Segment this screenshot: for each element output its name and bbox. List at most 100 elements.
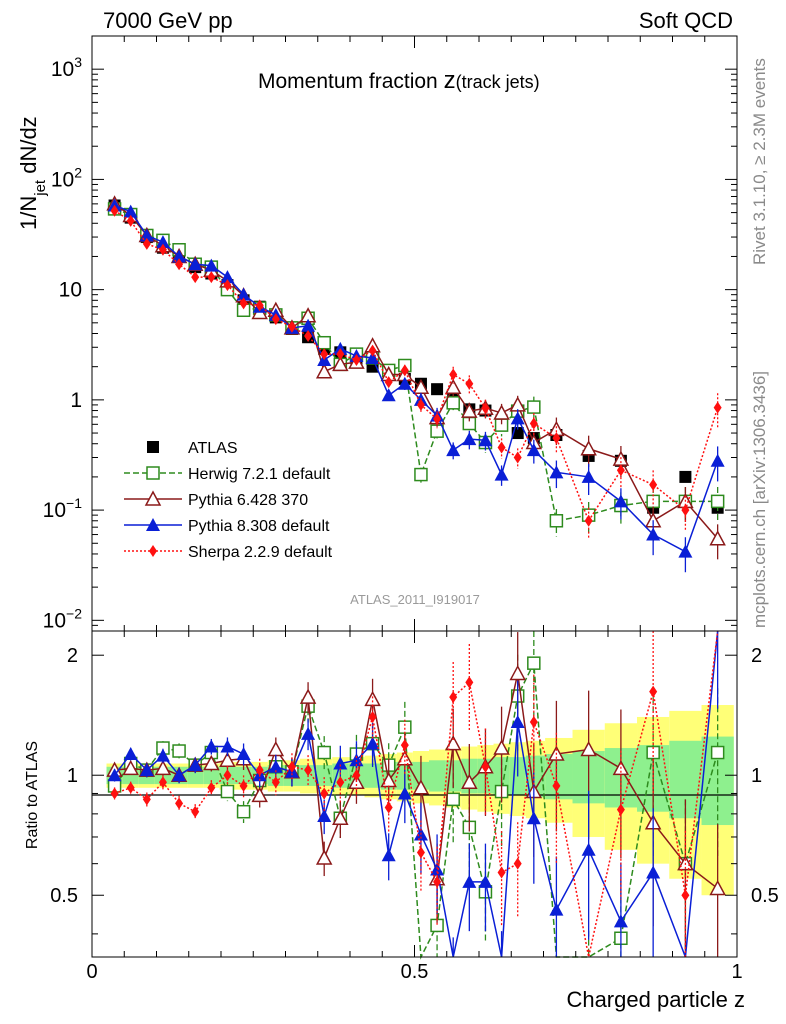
main-series-line-pythia-6-428-370	[114, 203, 719, 540]
main-point-sherpa-2-2-9-default	[400, 364, 409, 377]
main-point-sherpa-2-2-9-default	[416, 398, 425, 411]
ratio-point-sherpa-2-2-9-default	[400, 739, 409, 752]
ratio-point-pythia-8-308-default	[646, 865, 661, 879]
header-left: 7000 GeV pp	[103, 8, 233, 33]
main-point-sherpa-2-2-9-default	[513, 451, 522, 464]
legend-marker-sherpa-2-2-9-default	[149, 545, 157, 557]
ratio-point-sherpa-2-2-9-default	[552, 779, 561, 792]
ratio-point-sherpa-2-2-9-default	[175, 797, 184, 810]
ratio-point-sherpa-2-2-9-default	[320, 787, 329, 800]
legend: ATLAS Herwig 7.2.1 default Pythia 6.428 37…	[124, 440, 333, 561]
ratio-band-inner	[203, 766, 220, 785]
main-point-sherpa-2-2-9-default	[175, 258, 184, 271]
ratio-point-pythia-8-308-default	[107, 768, 122, 782]
main-point-sherpa-2-2-9-default	[142, 237, 151, 250]
ratio-point-pythia-6-428-370	[154, 759, 172, 776]
main-point-herwig-7-2-1-default	[317, 335, 331, 350]
side-label: Rivet 3.1.10, ≥ 2.3M events mcplots.cern…	[750, 58, 769, 628]
header-right: Soft QCD	[639, 8, 733, 33]
main-point-sherpa-2-2-9-default	[336, 348, 345, 361]
ratio-point-sherpa-2-2-9-default	[416, 846, 425, 859]
ratio-point-pythia-8-308-default	[478, 874, 493, 888]
main-y-tick-exponent: 2	[74, 164, 82, 180]
ratio-point-pythia-6-428-370	[299, 688, 317, 704]
main-point-sherpa-2-2-9-default	[110, 204, 119, 217]
ratio-point-sherpa-2-2-9-default	[497, 866, 506, 879]
main-point-pythia-6-428-370	[580, 440, 597, 456]
ratio-point-pythia-8-308-default	[581, 842, 596, 856]
ratio-point-sherpa-2-2-9-default	[681, 889, 690, 902]
ratio-point-sherpa-2-2-9-default	[384, 801, 393, 814]
main-point-pythia-8-308-default	[446, 443, 461, 457]
ratio-point-herwig-7-2-1-default	[220, 784, 235, 799]
main-point-pythia-6-428-370	[461, 402, 478, 418]
ratio-point-pythia-8-308-default	[397, 786, 412, 800]
ratio-point-sherpa-2-2-9-default	[352, 769, 361, 782]
ratio-point-pythia-8-308-default	[430, 862, 445, 876]
ratio-point-herwig-7-2-1-default	[710, 745, 725, 760]
main-point-sherpa-2-2-9-default	[352, 353, 361, 366]
main-point-pythia-8-308-default	[155, 235, 170, 249]
ratio-point-pythia-6-428-370	[364, 690, 381, 707]
main-point-pythia-8-308-default	[172, 249, 187, 263]
main-point-sherpa-2-2-9-default	[449, 368, 458, 381]
ratio-point-herwig-7-2-1-default	[527, 656, 541, 670]
analysis-id: ATLAS_2011_I919017	[350, 592, 480, 607]
main-point-pythia-8-308-default	[613, 494, 628, 508]
legend-label-sherpa-2-2-9-default: Sherpa 2.2.9 default	[188, 544, 333, 561]
main-point-pythia-6-428-370	[444, 378, 462, 395]
main-point-herwig-7-2-1-default	[430, 424, 444, 438]
main-point-pythia-8-308-default	[462, 432, 477, 446]
main-point-pythia-6-428-370	[709, 530, 726, 546]
legend-marker-atlas	[147, 441, 159, 453]
ratio-band-inner	[429, 760, 446, 792]
ratio-point-sherpa-2-2-9-default	[449, 691, 458, 704]
ratio-point-sherpa-2-2-9-default	[223, 769, 232, 782]
legend-marker-pythia-6-428-370	[144, 490, 162, 506]
ratio-point-pythia-6-428-370	[267, 740, 285, 757]
main-point-herwig-7-2-1-default	[646, 494, 660, 509]
ratio-y-tick-label-right: 0.5	[751, 885, 779, 907]
main-point-sherpa-2-2-9-default	[207, 271, 216, 284]
main-y-tick-exponent: −1	[66, 495, 82, 511]
main-point-pythia-8-308-default	[581, 469, 596, 483]
main-point-pythia-8-308-default	[204, 258, 219, 272]
ratio-point-sherpa-2-2-9-default	[191, 805, 200, 818]
main-point-sherpa-2-2-9-default	[126, 214, 135, 227]
ratio-y-tick-label-right: 1	[751, 765, 762, 787]
main-point-sherpa-2-2-9-default	[158, 243, 167, 256]
main-panel-frame	[91, 35, 738, 632]
ratio-point-sherpa-2-2-9-default	[616, 803, 625, 816]
main-y-tick-exponent: 3	[74, 54, 82, 70]
ratio-point-herwig-7-2-1-default	[172, 744, 186, 758]
main-point-pythia-6-428-370	[332, 355, 349, 372]
x-tick-labels: 0 0.5 1	[86, 961, 742, 983]
main-point-pythia-8-308-default	[188, 257, 203, 271]
legend-label-herwig-7-2-1-default: Herwig 7.2.1 default	[188, 466, 331, 483]
main-x-ticks	[91, 36, 738, 631]
ratio-point-pythia-8-308-default	[172, 768, 187, 782]
main-y-tick-label: 1	[70, 389, 82, 412]
ratio-point-pythia-8-308-default	[365, 736, 380, 750]
main-point-sherpa-2-2-9-default	[191, 271, 200, 284]
main-point-sherpa-2-2-9-default	[529, 417, 538, 430]
main-point-herwig-7-2-1-default	[549, 514, 564, 528]
ratio-point-pythia-6-428-370	[493, 739, 510, 755]
main-point-pythia-8-308-default	[478, 433, 493, 447]
side-label-rivet: Rivet 3.1.10, ≥ 2.3M events	[750, 58, 769, 265]
x-tick-label: 0	[86, 961, 97, 983]
main-point-sherpa-2-2-9-default	[465, 377, 474, 390]
main-point-sherpa-2-2-9-default	[368, 344, 377, 357]
main-point-pythia-8-308-default	[381, 388, 396, 402]
ratio-point-pythia-8-308-default	[139, 763, 154, 777]
main-y-axis-label: 1/Njet dN/dz	[16, 116, 49, 230]
main-point-sherpa-2-2-9-default	[223, 279, 232, 292]
ratio-point-sherpa-2-2-9-default	[126, 781, 135, 794]
ratio-point-pythia-8-308-default	[549, 902, 564, 916]
ratio-point-pythia-8-308-default	[236, 747, 251, 761]
ratio-point-sherpa-2-2-9-default	[529, 715, 538, 728]
main-y-ticks: 10−2 10−1 1 10 102 103	[43, 35, 737, 632]
main-y-tick-label: 10	[59, 279, 82, 302]
main-point-atlas	[431, 383, 444, 396]
ratio-point-pythia-6-428-370	[122, 759, 139, 776]
